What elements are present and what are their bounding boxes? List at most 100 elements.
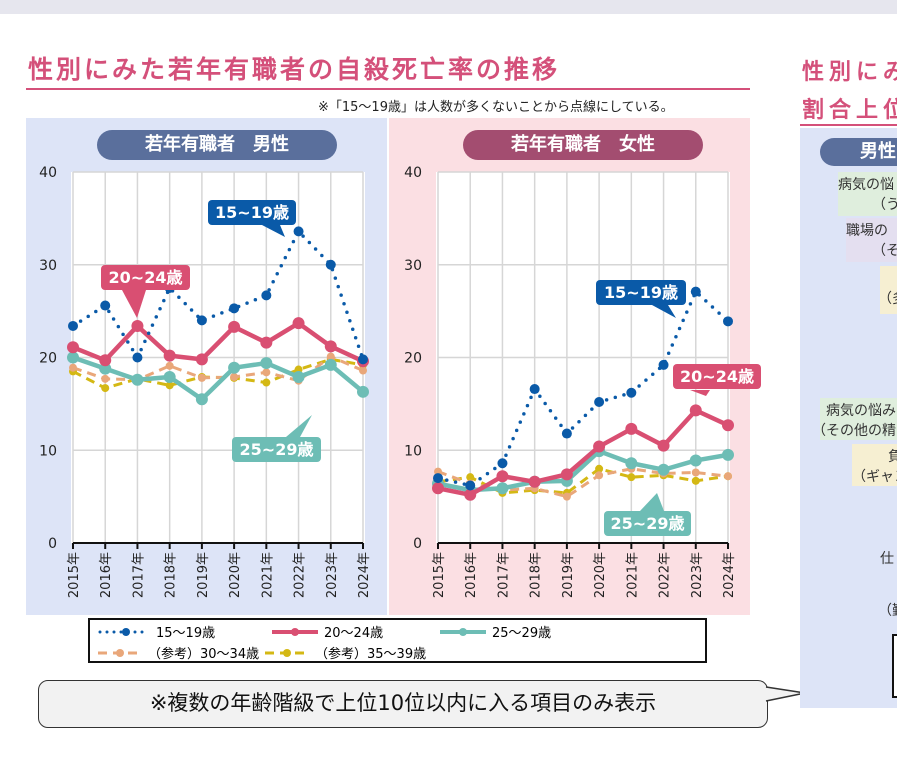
data-point [262,368,271,377]
legend-item-30-34: （参考）30〜34歳 [98,643,259,662]
right-item: 仕 [880,551,894,567]
legend-swatch-dashed [98,648,142,657]
data-point [433,473,443,484]
data-point [228,320,241,333]
y-tick-label: 40 [404,165,422,181]
data-point [261,290,272,301]
data-point [100,300,111,311]
legend-swatch-dashed [265,648,309,657]
right-item: （その他の精 [812,423,896,439]
data-point [293,226,304,237]
data-point [594,397,605,408]
data-point [67,351,79,364]
right-title-underline [800,124,897,126]
data-point [627,473,636,482]
series-label-box [232,437,321,462]
data-point [625,457,638,470]
x-tick-label: 2021年 [625,552,640,598]
data-point [723,316,733,327]
x-tick-label: 2020年 [593,552,608,598]
data-point [324,340,337,353]
data-point [432,482,444,495]
data-point [67,341,79,354]
data-point [326,352,335,361]
legend-item-35-39: （参考）35〜39歳 [265,643,426,662]
series-label-box [604,511,691,536]
data-point [595,464,604,473]
data-point [722,448,734,461]
callout-note: ※複数の年齢階級で上位10位以内に入る項目のみ表示 [38,680,768,728]
x-tick-label: 2024年 [722,552,737,598]
y-tick-label: 0 [48,536,57,552]
x-tick-label: 2016年 [464,552,479,598]
data-point [292,370,305,383]
right-header: 男性 [820,138,897,166]
right-item-bg [880,266,897,314]
x-tick-label: 2022年 [293,552,308,598]
y-tick-label: 30 [39,258,57,274]
data-point [357,385,369,398]
data-point [465,480,476,491]
data-point [593,440,606,453]
x-tick-label: 2018年 [164,552,179,598]
male-chart: 0 10 20 30 40 2015年 2016年 2017年 2018年 2019年 2020年 2… [39,165,372,598]
data-point [163,349,176,362]
data-point [131,319,144,332]
female-chart-title: 若年有職者 女性 [463,130,703,160]
data-point [689,404,702,417]
x-tick-label: 2023年 [325,552,340,598]
page-title: 性別にみた若年有職者の自殺死亡率の推移 [28,55,561,84]
data-point [260,336,273,349]
data-point [324,358,337,371]
female-chart: 0 10 20 30 40 2015年 2016年 2017年 2018年 2019年 2020年 2… [404,165,761,598]
data-point [228,361,241,374]
data-point [561,428,572,439]
right-title-line1: 性別にみ [802,60,897,85]
data-point [529,384,540,395]
data-point [196,315,207,326]
series-label: 25~29歳 [240,440,314,459]
data-point [528,475,541,488]
data-point [722,419,734,432]
series-line [436,289,730,488]
legend-label: 25〜29歳 [492,626,552,641]
x-tick-label: 2019年 [196,552,211,598]
series-label: 20~24歳 [109,268,183,287]
series-line [70,355,366,402]
legend-swatch-dotted [98,627,150,636]
right-panel: 男性 病気の悩 （うつ 職場の （そ （多 病気の悩み （その他の精 負 （ギャ… [800,128,897,708]
legend-item-25-29: 25〜29歳 [440,622,551,641]
data-point [466,473,475,482]
right-item: （勤 [878,603,897,619]
y-tick-label: 0 [413,536,422,552]
label-pointer [286,415,312,437]
data-point [657,439,670,452]
y-tick-label: 20 [404,351,422,367]
label-pointer [262,225,285,237]
series-label: 20~24歳 [680,367,754,386]
data-point [691,476,700,485]
legend-swatch [272,627,318,636]
data-point [325,259,336,270]
right-item-bg [838,172,897,216]
right-item: 職場の [846,223,888,239]
legend-item-20-24: 20〜24歳 [272,622,383,641]
y-tick-label: 10 [404,443,422,459]
right-item: 負 [888,449,897,465]
right-item-bg [846,218,897,262]
right-item: （ギャン [852,469,897,485]
right-item-bg [820,398,897,440]
data-point [195,353,208,366]
x-tick-label: 2023年 [690,552,705,598]
right-item: （そ [872,243,897,259]
legend-label: （参考）35〜39歳 [315,647,427,662]
data-point [131,373,144,386]
y-tick-label: 30 [404,258,422,274]
data-point [132,352,143,363]
x-tick-label: 2022年 [658,552,673,598]
data-point [260,357,273,370]
series-line [71,229,365,362]
data-point [496,482,509,495]
x-tick-label: 2024年 [357,552,372,598]
